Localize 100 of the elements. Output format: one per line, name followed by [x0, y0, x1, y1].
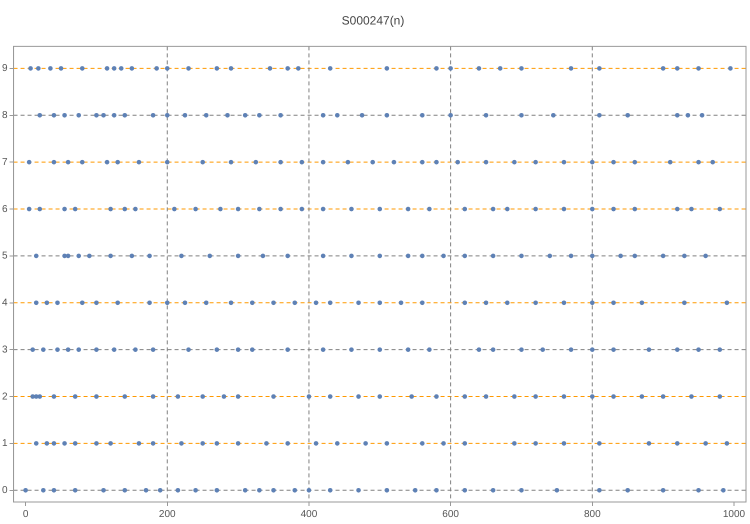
point [112, 113, 116, 118]
point [434, 66, 439, 71]
point [222, 394, 226, 399]
point [420, 254, 425, 258]
point [660, 488, 666, 493]
point [406, 206, 410, 212]
point [94, 441, 99, 446]
point [44, 300, 50, 306]
point [674, 441, 680, 446]
point [296, 66, 301, 71]
point [703, 441, 708, 446]
point [164, 300, 170, 306]
point [26, 206, 32, 212]
point [590, 206, 595, 212]
point [186, 66, 191, 71]
point [300, 206, 304, 212]
point [562, 441, 566, 446]
point [320, 254, 326, 258]
point [646, 441, 652, 446]
point [72, 488, 78, 493]
point [254, 160, 258, 164]
point [377, 300, 382, 306]
point [562, 394, 566, 399]
point [76, 347, 82, 352]
point [597, 113, 602, 118]
point [533, 441, 538, 446]
y-tick-label: 3 [2, 344, 8, 356]
point [519, 113, 524, 118]
point [182, 300, 188, 306]
point [136, 441, 142, 446]
point [94, 300, 99, 306]
point [349, 206, 354, 212]
point [625, 488, 630, 493]
point [674, 347, 680, 352]
point [533, 300, 538, 306]
point [218, 206, 223, 212]
point [356, 300, 361, 306]
point [200, 160, 205, 164]
point [306, 488, 312, 493]
point [72, 441, 78, 446]
point [334, 113, 340, 118]
point [710, 160, 716, 164]
point [133, 347, 138, 352]
point [533, 394, 538, 399]
point [568, 254, 574, 258]
point [292, 300, 298, 306]
point [533, 160, 538, 164]
point [476, 347, 482, 352]
point [498, 66, 502, 71]
x-tick-label: 200 [158, 508, 176, 520]
point [242, 488, 248, 493]
point [590, 254, 595, 258]
point [101, 113, 106, 118]
point [696, 160, 701, 164]
point [462, 300, 468, 306]
point [264, 441, 269, 446]
point [104, 66, 110, 71]
point [101, 488, 106, 493]
point [590, 300, 595, 306]
point [590, 160, 595, 164]
point [250, 347, 255, 352]
y-tick-label: 5 [2, 250, 8, 262]
point [228, 300, 234, 306]
point [236, 394, 240, 399]
point [632, 206, 638, 212]
point [660, 66, 666, 71]
point [448, 113, 453, 118]
point [611, 206, 616, 212]
point [150, 347, 156, 352]
point [133, 206, 138, 212]
point [356, 488, 361, 493]
point [728, 66, 733, 71]
point [484, 160, 488, 164]
point [30, 347, 35, 352]
point [412, 488, 418, 493]
point [328, 488, 332, 493]
point [41, 347, 46, 352]
point [568, 66, 574, 71]
point [285, 66, 290, 71]
point [689, 394, 694, 399]
point [122, 394, 128, 399]
point [328, 66, 332, 71]
point [176, 488, 180, 493]
point [94, 394, 99, 399]
point [271, 300, 276, 306]
point [271, 394, 276, 399]
point [384, 488, 390, 493]
point [349, 254, 354, 258]
point [377, 394, 382, 399]
point [618, 254, 623, 258]
point [320, 347, 326, 352]
point [512, 160, 517, 164]
point [384, 66, 390, 71]
point [689, 206, 694, 212]
point [562, 160, 566, 164]
point [519, 488, 524, 493]
point [490, 254, 496, 258]
point [268, 66, 272, 71]
point [597, 488, 602, 493]
point [76, 254, 82, 258]
